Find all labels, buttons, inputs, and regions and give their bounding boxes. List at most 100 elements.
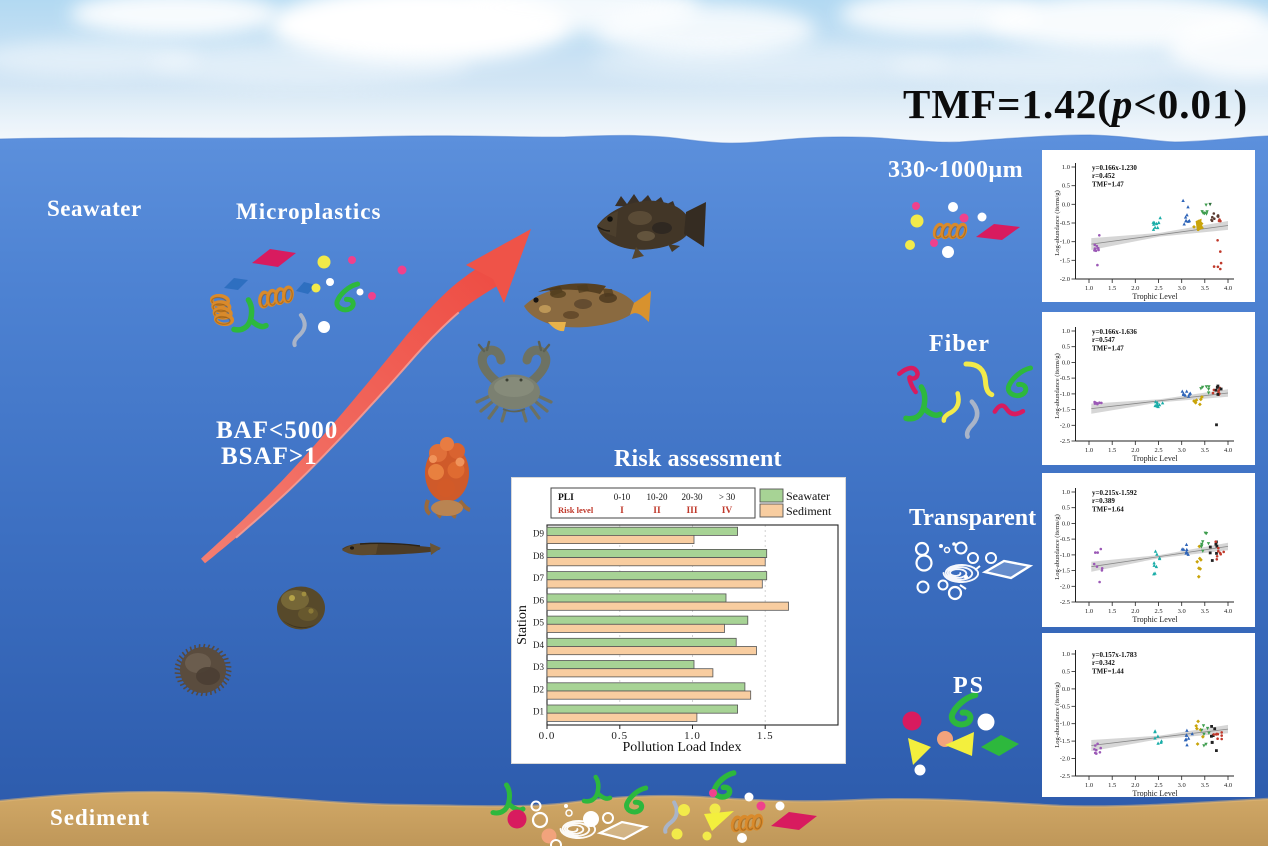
svg-text:TMF=1.44: TMF=1.44	[1092, 667, 1124, 675]
svg-text:4.0: 4.0	[1224, 447, 1232, 454]
svg-text:1.5: 1.5	[1108, 782, 1116, 789]
svg-text:IV: IV	[722, 506, 733, 516]
svg-text:Log-abundance (items/g): Log-abundance (items/g)	[1054, 682, 1061, 748]
svg-text:2.0: 2.0	[1131, 782, 1139, 789]
svg-text:D3: D3	[533, 662, 544, 672]
svg-text:Trophic Level: Trophic Level	[1132, 789, 1178, 797]
svg-text:1.0: 1.0	[1085, 608, 1093, 615]
svg-text:2.5: 2.5	[1154, 285, 1162, 292]
svg-text:r=0.342: r=0.342	[1092, 659, 1115, 667]
svg-text:1.5: 1.5	[1108, 447, 1116, 454]
svg-text:0.5: 0.5	[1062, 183, 1070, 190]
svg-text:D2: D2	[533, 684, 544, 694]
svg-text:0.0: 0.0	[1062, 359, 1070, 366]
svg-text:3.0: 3.0	[1178, 447, 1186, 454]
svg-text:-2.0: -2.0	[1060, 276, 1070, 283]
svg-text:3.5: 3.5	[1201, 608, 1209, 615]
svg-text:D4: D4	[533, 640, 544, 650]
svg-text:TMF=1.47: TMF=1.47	[1092, 344, 1124, 352]
svg-text:0.0: 0.0	[1062, 520, 1070, 527]
svg-text:3.0: 3.0	[1178, 608, 1186, 615]
svg-text:0.5: 0.5	[1062, 505, 1070, 512]
svg-text:r=0.389: r=0.389	[1092, 497, 1115, 505]
svg-text:2.5: 2.5	[1154, 447, 1162, 454]
svg-text:Sediment: Sediment	[786, 504, 832, 518]
svg-text:4.0: 4.0	[1224, 608, 1232, 615]
svg-text:-2.5: -2.5	[1060, 599, 1070, 606]
svg-text:-1.0: -1.0	[1060, 721, 1070, 728]
svg-text:2.5: 2.5	[1154, 608, 1162, 615]
svg-text:D6: D6	[533, 595, 544, 605]
svg-text:PLI: PLI	[558, 493, 574, 503]
svg-text:1.0: 1.0	[1085, 782, 1093, 789]
svg-text:2.0: 2.0	[1131, 447, 1139, 454]
svg-text:-0.5: -0.5	[1060, 220, 1070, 227]
svg-text:-2.5: -2.5	[1060, 773, 1070, 780]
svg-text:> 30: > 30	[719, 492, 736, 502]
svg-text:Trophic Level: Trophic Level	[1132, 454, 1178, 463]
svg-text:20-30: 20-30	[682, 492, 703, 502]
svg-text:0.5: 0.5	[1062, 344, 1070, 351]
svg-text:1.0: 1.0	[1062, 164, 1070, 171]
svg-text:1.0: 1.0	[1085, 447, 1093, 454]
svg-text:-2.0: -2.0	[1060, 583, 1070, 590]
svg-text:Log-abundance (items/g): Log-abundance (items/g)	[1054, 190, 1061, 256]
svg-text:Trophic Level: Trophic Level	[1132, 292, 1178, 301]
svg-text:y=0.166x-1.230: y=0.166x-1.230	[1092, 164, 1137, 172]
svg-text:1.0: 1.0	[1062, 489, 1070, 496]
svg-text:Log-abundance (items/g): Log-abundance (items/g)	[1054, 353, 1061, 419]
svg-text:Station: Station	[515, 605, 530, 645]
svg-text:Pollution Load Index: Pollution Load Index	[623, 740, 742, 755]
svg-text:3.0: 3.0	[1178, 285, 1186, 292]
svg-text:TMF=1.47: TMF=1.47	[1092, 180, 1124, 188]
svg-text:y=0.166x-1.636: y=0.166x-1.636	[1092, 328, 1137, 336]
svg-text:4.0: 4.0	[1224, 285, 1232, 292]
svg-text:D5: D5	[533, 618, 544, 628]
svg-text:-2.5: -2.5	[1060, 438, 1070, 445]
svg-text:2.5: 2.5	[1154, 782, 1162, 789]
svg-text:D9: D9	[533, 529, 544, 539]
svg-text:-0.5: -0.5	[1060, 703, 1070, 710]
svg-text:10-20: 10-20	[647, 492, 668, 502]
svg-text:Risk level: Risk level	[558, 505, 594, 515]
svg-text:D8: D8	[533, 551, 544, 561]
svg-text:-1.0: -1.0	[1060, 391, 1070, 398]
svg-text:I: I	[620, 506, 624, 516]
svg-text:1.5: 1.5	[1108, 285, 1116, 292]
svg-text:0.5: 0.5	[611, 730, 628, 742]
svg-text:1.0: 1.0	[684, 730, 701, 742]
svg-text:-0.5: -0.5	[1060, 375, 1070, 382]
svg-text:2.0: 2.0	[1131, 608, 1139, 615]
svg-text:4.0: 4.0	[1224, 782, 1232, 789]
svg-text:0-10: 0-10	[614, 492, 631, 502]
svg-text:1.0: 1.0	[1085, 285, 1093, 292]
svg-text:1.0: 1.0	[1062, 651, 1070, 658]
svg-text:-1.5: -1.5	[1060, 407, 1070, 414]
svg-text:-1.0: -1.0	[1060, 239, 1070, 246]
svg-text:-1.5: -1.5	[1060, 738, 1070, 745]
svg-text:0.0: 0.0	[1062, 686, 1070, 693]
svg-text:3.0: 3.0	[1178, 782, 1186, 789]
svg-text:3.5: 3.5	[1201, 285, 1209, 292]
svg-text:0.5: 0.5	[1062, 668, 1070, 675]
svg-text:Seawater: Seawater	[786, 489, 830, 503]
svg-text:D1: D1	[533, 707, 544, 717]
svg-text:-1.0: -1.0	[1060, 552, 1070, 559]
svg-text:0.0: 0.0	[1062, 201, 1070, 208]
svg-text:Log-abundance (items/g): Log-abundance (items/g)	[1054, 514, 1061, 580]
svg-text:Trophic Level: Trophic Level	[1132, 615, 1178, 624]
svg-text:1.5: 1.5	[757, 730, 774, 742]
svg-text:3.5: 3.5	[1201, 782, 1209, 789]
svg-text:1.0: 1.0	[1062, 328, 1070, 335]
svg-text:-2.0: -2.0	[1060, 756, 1070, 763]
svg-text:r=0.452: r=0.452	[1092, 172, 1115, 180]
svg-text:II: II	[653, 506, 661, 516]
svg-text:-1.5: -1.5	[1060, 257, 1070, 264]
svg-text:y=0.157x-1.783: y=0.157x-1.783	[1092, 651, 1137, 659]
svg-text:-0.5: -0.5	[1060, 536, 1070, 543]
svg-text:2.0: 2.0	[1131, 285, 1139, 292]
svg-text:1.5: 1.5	[1108, 608, 1116, 615]
svg-text:3.5: 3.5	[1201, 447, 1209, 454]
svg-text:-1.5: -1.5	[1060, 568, 1070, 575]
svg-text:-2.0: -2.0	[1060, 422, 1070, 429]
